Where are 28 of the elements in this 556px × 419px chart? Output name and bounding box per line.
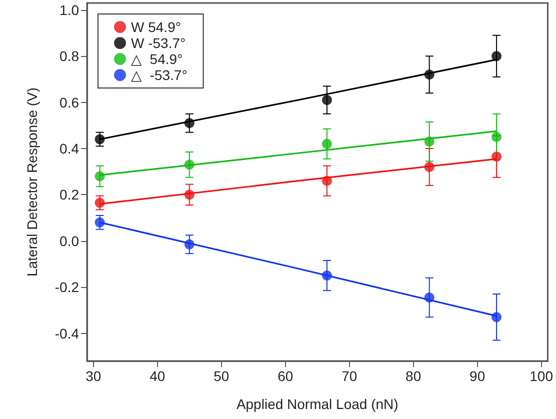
- x-axis-title: Applied Normal Load (nN): [236, 396, 398, 412]
- legend-label: W -53.7°: [131, 35, 186, 51]
- point: [322, 95, 332, 106]
- y-tick-label: 1.0: [60, 2, 80, 18]
- x-tick-label: 60: [278, 368, 294, 384]
- x-tick-label: 30: [86, 368, 102, 384]
- x-tick-label: 40: [150, 368, 166, 384]
- x-tick-label: 70: [342, 368, 358, 384]
- y-tick-label: 0.2: [60, 186, 80, 203]
- point: [322, 138, 332, 149]
- x-tick-label: 50: [214, 368, 230, 384]
- point: [492, 51, 502, 62]
- legend-label: W 54.9°: [131, 19, 181, 35]
- x-tick-label: 80: [406, 368, 422, 384]
- y-tick-label: 0.0: [60, 232, 80, 249]
- x-tick-label: 100: [530, 368, 554, 384]
- point: [492, 152, 502, 162]
- y-axis-title: Lateral Detector Response (V): [24, 87, 40, 277]
- x-tick-label: 90: [470, 368, 486, 384]
- y-tick-label: 0.6: [60, 94, 80, 110]
- y-tick-label: -0.4: [54, 325, 80, 342]
- y-tick-label: -0.2: [54, 279, 80, 296]
- legend-label: △ 54.9°: [131, 51, 183, 67]
- legend-label: △ -53.7°: [131, 67, 188, 83]
- y-tick-label: 0.8: [60, 48, 80, 64]
- point: [492, 312, 502, 322]
- y-tick-label: 0.4: [60, 140, 80, 157]
- point: [492, 132, 502, 142]
